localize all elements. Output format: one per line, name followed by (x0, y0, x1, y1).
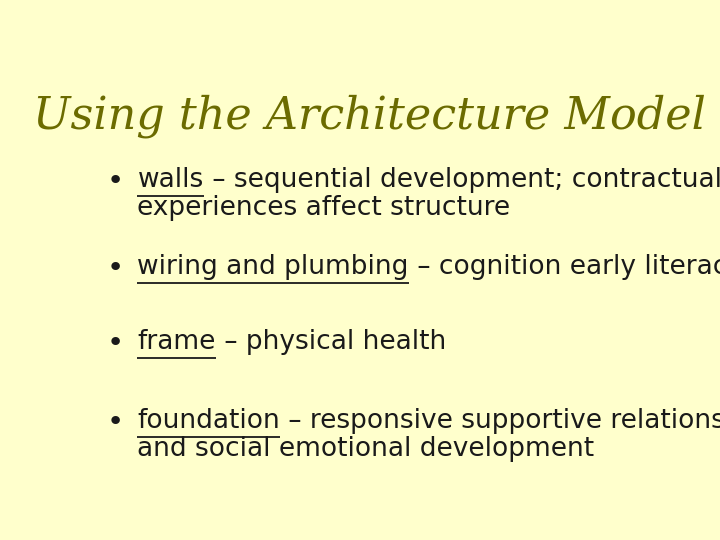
Text: •: • (107, 254, 124, 282)
Text: – physical health: – physical health (216, 329, 446, 355)
Text: frame: frame (138, 329, 216, 355)
Text: •: • (107, 329, 124, 357)
Text: walls: walls (138, 167, 204, 193)
Text: – sequential development; contractual: – sequential development; contractual (204, 167, 720, 193)
Text: •: • (107, 167, 124, 195)
Text: and social emotional development: and social emotional development (138, 436, 595, 462)
Text: experiences affect structure: experiences affect structure (138, 195, 510, 221)
Text: – cognition early literacy: – cognition early literacy (409, 254, 720, 280)
Text: Using the Architecture Model: Using the Architecture Model (32, 94, 706, 138)
Text: – responsive supportive relationships: – responsive supportive relationships (280, 408, 720, 434)
Text: foundation: foundation (138, 408, 280, 434)
Text: •: • (107, 408, 124, 436)
Text: wiring and plumbing: wiring and plumbing (138, 254, 409, 280)
